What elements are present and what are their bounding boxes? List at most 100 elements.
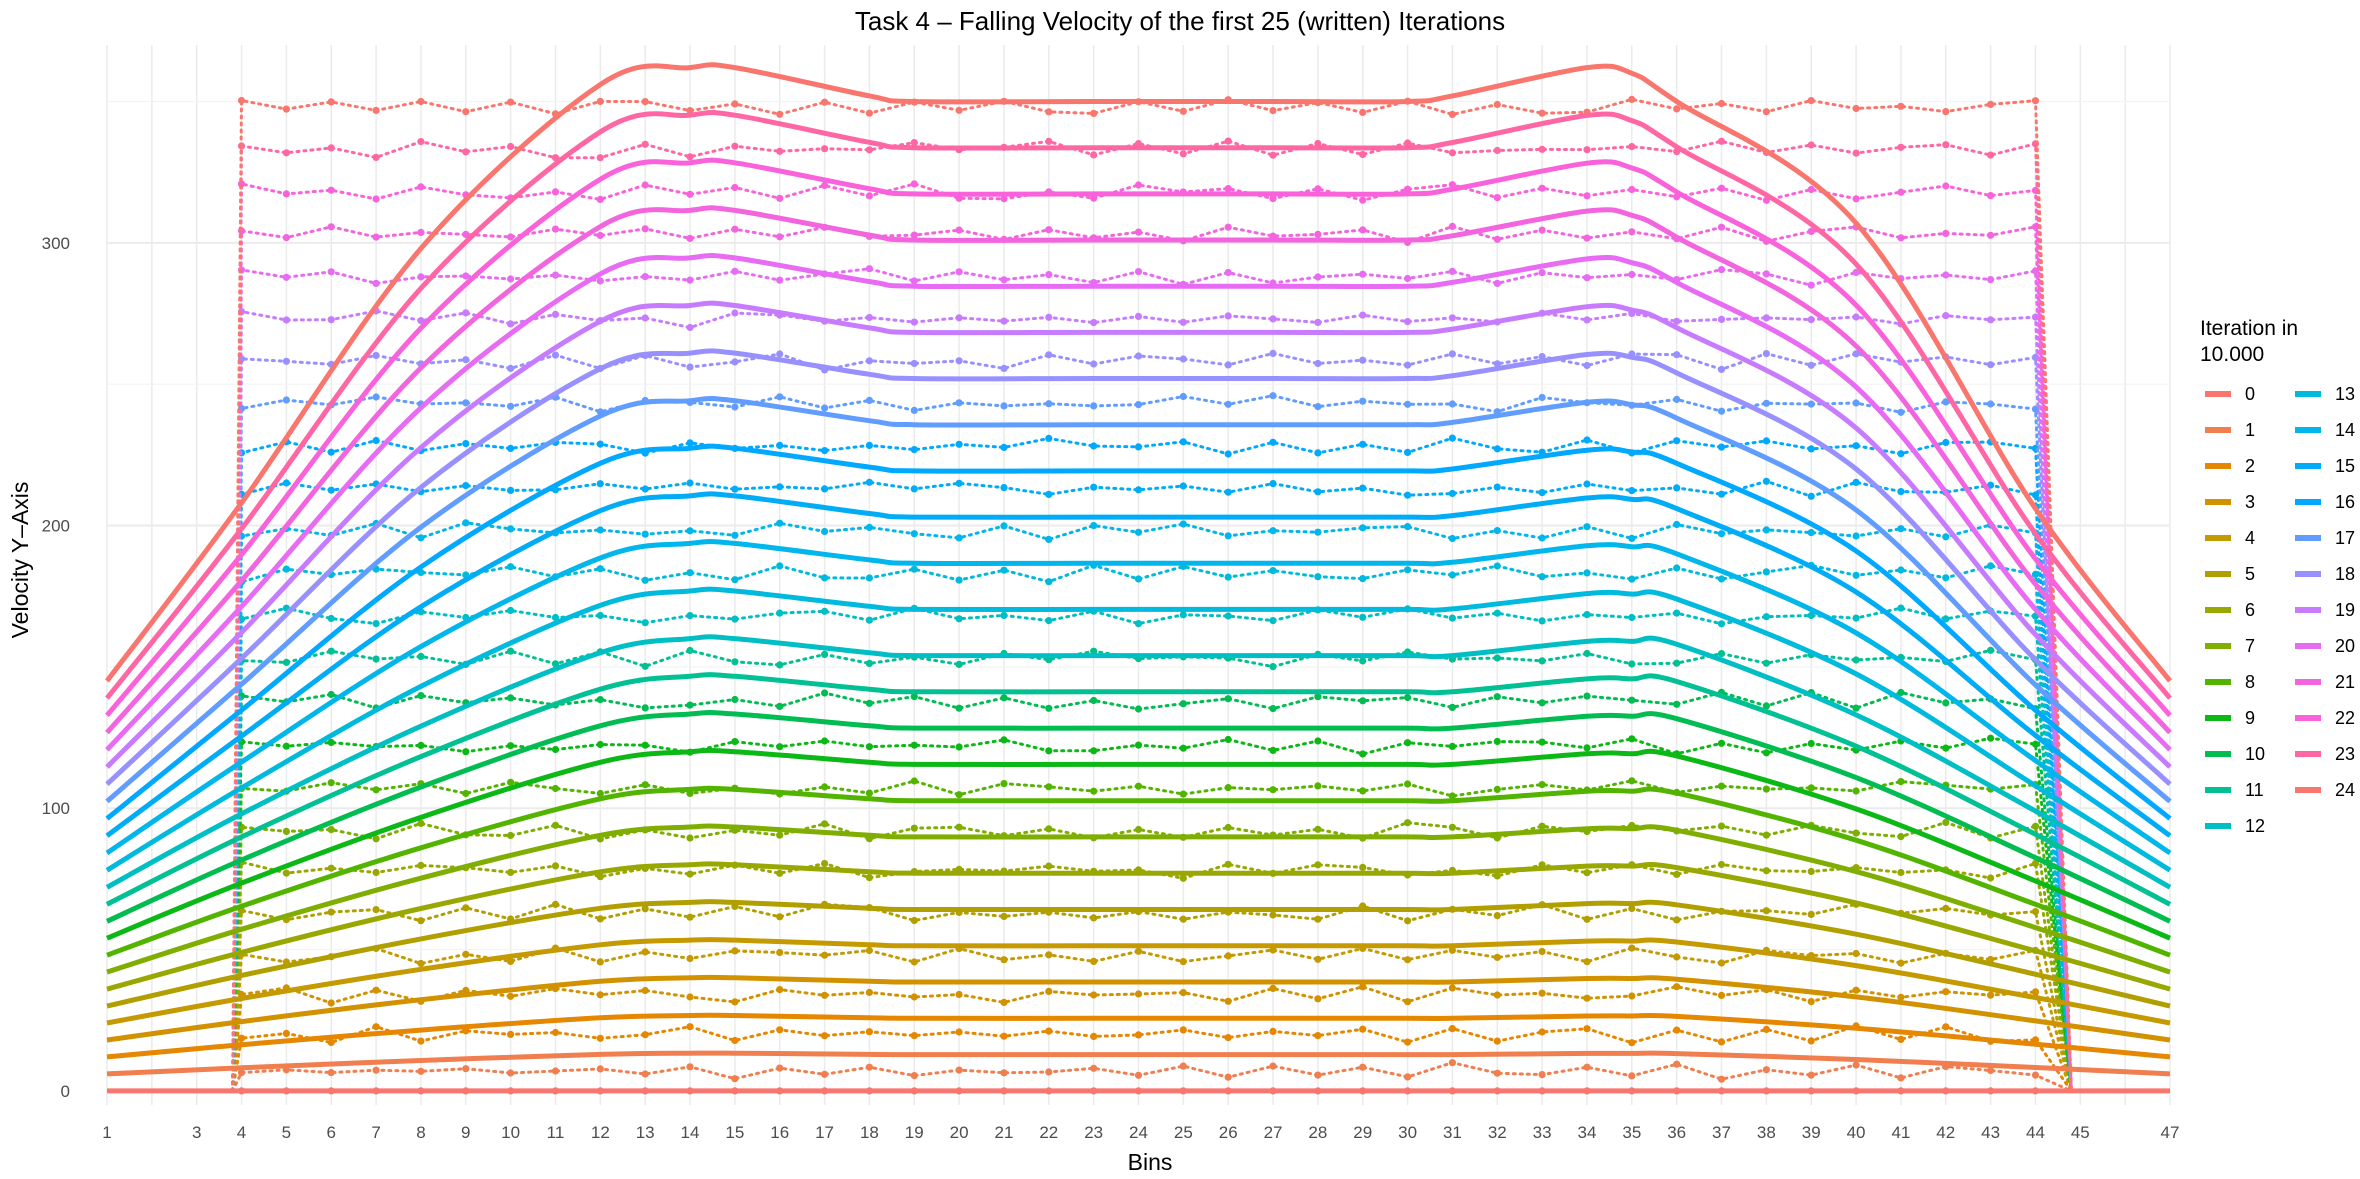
written-point [821,783,829,791]
written-point [417,138,425,146]
written-point [507,831,515,840]
written-point [731,531,739,539]
written-point [1538,1028,1546,1036]
written-point [731,695,739,704]
written-point [1134,181,1143,189]
x-tick-label: 7 [371,1123,380,1142]
written-point [1134,352,1143,360]
written-point [1493,279,1501,287]
written-point [731,576,739,584]
written-point [955,534,963,542]
written-point [1090,647,1098,655]
written-point [1045,951,1053,959]
written-point [1134,782,1143,790]
written-point [1807,1037,1815,1045]
legend-label-16: 16 [2335,492,2355,512]
written-point [1717,530,1726,538]
written-point [417,917,425,925]
written-point [1045,747,1053,755]
written-point [372,393,380,401]
written-point [462,519,470,527]
written-point [821,404,829,412]
written-point [1269,567,1277,575]
written-point [327,1069,335,1077]
written-point [910,916,918,925]
written-point [1942,438,1950,447]
written-point [1404,274,1412,283]
written-point [596,195,604,203]
written-point [1224,400,1232,408]
written-point [1224,997,1232,1005]
written-point [1224,1034,1232,1042]
written-point [1897,604,1905,612]
written-point [1045,226,1053,234]
written-point [1673,105,1681,113]
written-point [641,905,649,913]
written-point [1538,573,1546,581]
written-point [1987,231,1995,239]
written-point [910,180,918,188]
smooth-line-iteration-3 [106,974,2171,1043]
written-point [507,1030,515,1038]
written-point [2031,1071,2040,1079]
written-point [1359,1063,1367,1071]
written-point [731,658,739,666]
x-tick-label: 43 [1981,1123,2000,1142]
written-point [1404,819,1412,827]
written-point [865,1028,874,1036]
written-point [1493,146,1501,155]
written-point [507,992,515,1000]
written-point [1404,400,1412,408]
written-point [1448,534,1456,543]
written-point [1314,861,1322,869]
written-point [372,986,380,994]
written-point [1269,195,1277,203]
written-point [1269,151,1277,159]
written-point [372,436,380,445]
written-point [1538,534,1546,542]
x-tick-label: 5 [282,1123,291,1142]
written-point [1448,984,1456,992]
written-point [282,869,290,877]
written-point [1359,613,1367,621]
written-point [1090,442,1098,450]
written-point [596,873,604,881]
written-point [1314,528,1322,536]
written-point [955,791,963,799]
written-point [327,448,335,456]
written-point [1404,448,1412,456]
written-point [1897,188,1905,196]
written-point [1942,182,1950,190]
written-point [1807,97,1815,105]
written-point [865,616,874,624]
written-point [1314,230,1322,238]
written-point [641,704,649,712]
written-point [1314,955,1322,963]
written-point [1897,993,1905,1001]
written-point [1314,1032,1322,1040]
written-point [910,530,918,538]
written-point [686,153,694,161]
x-tick-label: 29 [1353,1123,1372,1142]
written-point [372,153,380,161]
written-point [1673,520,1681,529]
written-point [641,619,649,627]
legend: Iteration in 10.000 01234567891011121314… [2200,317,2355,836]
written-point [1583,611,1591,619]
written-point [462,272,470,280]
written-point [1583,436,1591,444]
written-point [1224,695,1232,703]
written-point [282,479,290,487]
written-point [1673,700,1681,708]
written-point [1359,750,1367,758]
written-point [1717,575,1726,583]
written-point [1807,141,1815,149]
written-point [641,948,649,956]
x-tick-label: 44 [2026,1123,2045,1142]
written-point [1807,227,1815,235]
written-point [1583,915,1591,923]
x-tick-label: 12 [591,1123,610,1142]
written-point [1583,361,1591,370]
written-point [417,228,425,236]
written-point [1762,526,1770,534]
